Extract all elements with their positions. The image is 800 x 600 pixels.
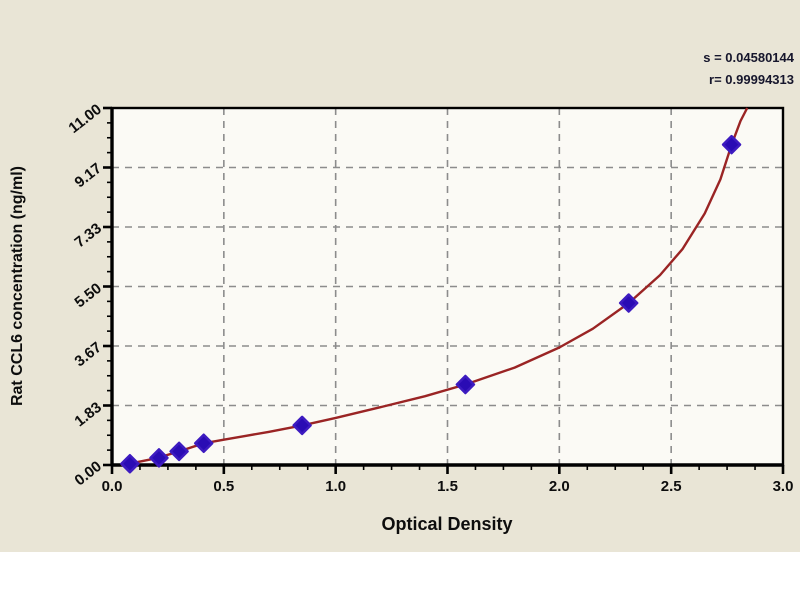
x-tick-label: 0.5	[213, 478, 235, 495]
data-point	[721, 134, 742, 155]
data-point	[169, 441, 189, 462]
x-tick-label: 1.5	[437, 478, 458, 495]
x-tick-label: 3.0	[772, 478, 794, 495]
x-tick-label: 2.0	[548, 478, 570, 495]
x-tick-label: 2.5	[660, 478, 682, 495]
data-point	[618, 293, 639, 313]
data-point	[193, 433, 214, 454]
stat-s-value: s = 0.04580144	[703, 50, 794, 65]
stat-r-value: r= 0.99994313	[709, 72, 794, 87]
bottom-white-strip	[0, 552, 800, 600]
data-point	[149, 448, 169, 468]
x-tick-label: 0.0	[101, 478, 123, 495]
data-point	[455, 374, 476, 395]
data-point	[292, 415, 312, 436]
y-axis-title: Rat CCL6 concentration (ng/ml)	[9, 166, 26, 407]
x-tick-label: 1.0	[325, 478, 347, 495]
data-point	[120, 453, 140, 474]
x-axis-title: Optical Density	[381, 514, 513, 534]
